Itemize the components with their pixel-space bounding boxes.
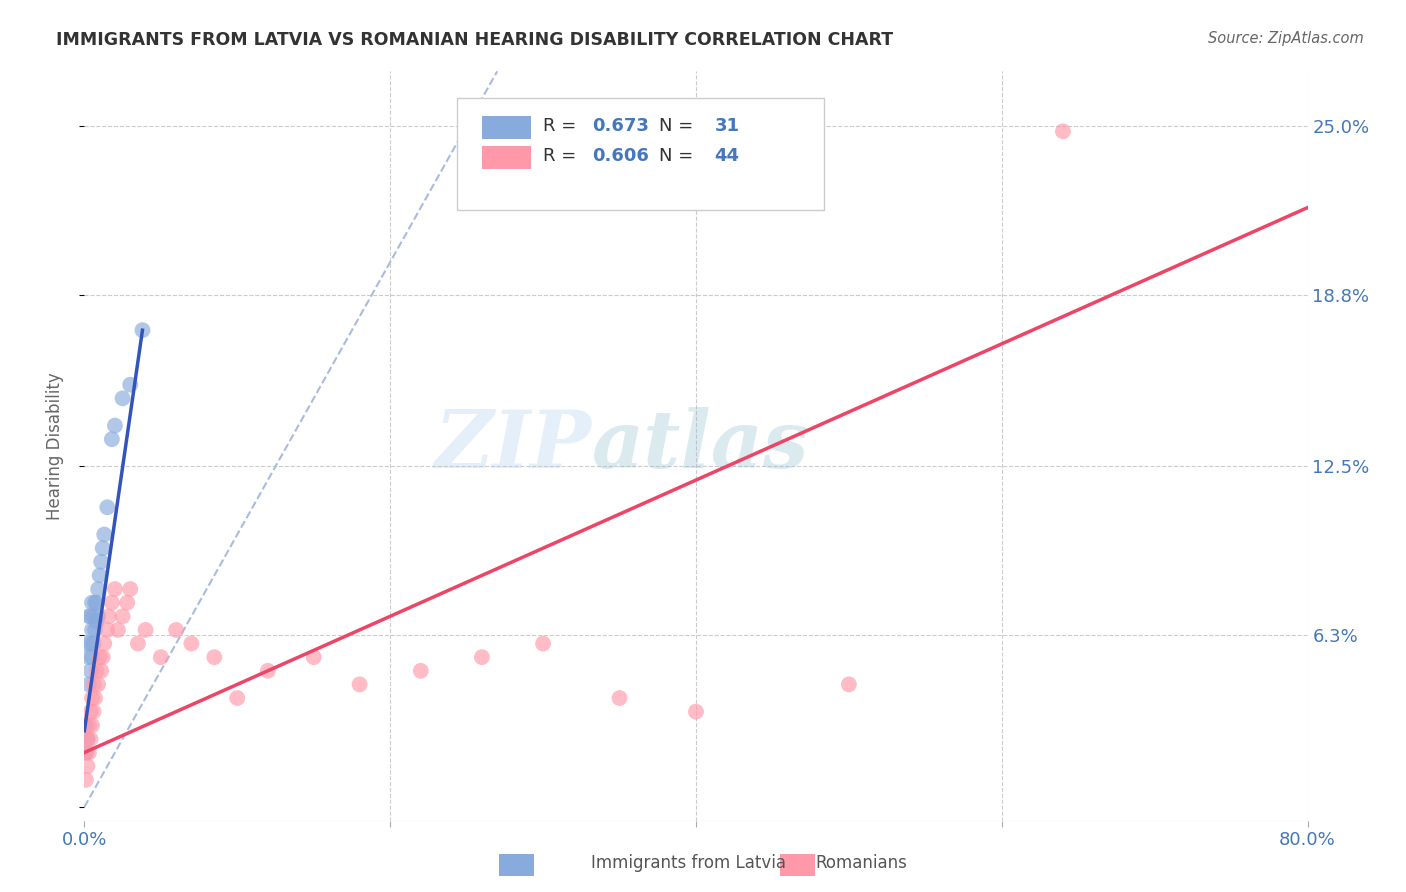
Point [111,609,134,624]
Point [75,746,97,760]
Point [79,636,101,650]
Point [76,731,98,746]
Text: atlas: atlas [592,408,810,484]
Point [77,677,100,691]
Point [101,596,124,610]
Point [89,568,111,582]
Text: Romanians: Romanians [815,855,907,872]
Point [120,582,142,596]
Point [77,746,100,760]
Point [84,623,107,637]
Point [91,650,114,665]
Point [79,731,101,746]
Point [90,664,112,678]
Point [97,609,120,624]
Point [75,718,97,732]
Point [75,746,97,760]
Point [76,759,98,773]
Point [838,677,860,691]
Point [75,772,97,787]
Point [409,664,432,678]
Point [90,555,112,569]
Point [101,432,124,446]
Point [86,596,108,610]
Point [93,527,115,541]
Text: R =: R = [543,117,582,135]
FancyBboxPatch shape [482,146,531,169]
Point [80,596,103,610]
Point [83,677,105,691]
Point [107,623,129,637]
Point [257,664,280,678]
Point [83,705,105,719]
Point [91,541,114,556]
Text: N =: N = [659,147,699,165]
Point [77,650,100,665]
Point [84,691,107,706]
Point [120,377,142,392]
Point [83,609,105,624]
Point [104,582,127,596]
Point [131,323,153,337]
Point [77,718,100,732]
Point [349,677,371,691]
Point [89,650,111,665]
Point [93,636,115,650]
Point [80,623,103,637]
Point [531,636,554,650]
Point [226,691,249,706]
Point [83,636,105,650]
Text: IMMIGRANTS FROM LATVIA VS ROMANIAN HEARING DISABILITY CORRELATION CHART: IMMIGRANTS FROM LATVIA VS ROMANIAN HEARI… [56,31,893,49]
Point [180,636,202,650]
Point [471,650,494,665]
Point [77,609,100,624]
Point [79,705,101,719]
Point [96,623,118,637]
Point [302,650,325,665]
Point [111,392,134,406]
Point [685,705,707,719]
Point [149,650,172,665]
Text: R =: R = [543,147,582,165]
Point [87,609,110,624]
Point [80,650,103,665]
Text: ZIP: ZIP [434,408,592,484]
Point [87,677,110,691]
Point [202,650,225,665]
Point [135,623,157,637]
Y-axis label: Hearing Disability: Hearing Disability [45,372,63,520]
Text: 0.673: 0.673 [592,117,650,135]
Point [79,609,101,624]
Text: N =: N = [659,117,699,135]
Point [80,691,103,706]
Point [104,418,127,433]
Text: Immigrants from Latvia: Immigrants from Latvia [591,855,786,872]
Text: 0.606: 0.606 [592,147,650,165]
Point [80,718,103,732]
Text: Source: ZipAtlas.com: Source: ZipAtlas.com [1208,31,1364,46]
Text: 44: 44 [714,147,740,165]
Text: 31: 31 [714,117,740,135]
Point [115,596,138,610]
Point [1052,124,1074,138]
Point [609,691,631,706]
Point [84,596,107,610]
Point [86,615,108,629]
FancyBboxPatch shape [482,116,531,139]
Point [96,500,118,515]
FancyBboxPatch shape [457,97,824,210]
Point [76,731,98,746]
Point [86,664,108,678]
Point [79,664,101,678]
Point [127,636,149,650]
Point [76,636,98,650]
Point [87,582,110,596]
Point [165,623,187,637]
